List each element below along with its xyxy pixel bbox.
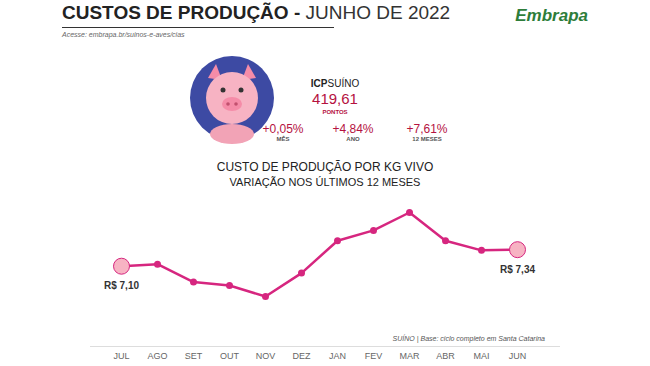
html-text:419,61: 419,61 — [312, 90, 358, 107]
html-text:MÊS: MÊS — [276, 136, 290, 142]
svg-text:AGO: AGO — [147, 351, 167, 361]
svg-text:R$ 7,10: R$ 7,10 — [104, 280, 139, 291]
svg-text:JAN: JAN — [329, 351, 346, 361]
html-text:VARIAÇÃO NOS ÚLTIMOS 12 MESES: VARIAÇÃO NOS ÚLTIMOS 12 MESES — [229, 176, 421, 188]
html-text:Acesse: embrapa.br/suinos-e-av: Acesse: embrapa.br/suinos-e-aves/cias — [62, 31, 185, 38]
html-text:12 MESES: 12 MESES — [412, 136, 442, 142]
svg-text:JUL: JUL — [113, 351, 129, 361]
svg-text:MAI: MAI — [473, 351, 489, 361]
svg-text:DEZ: DEZ — [293, 351, 312, 361]
html-text:ANO: ANO — [346, 136, 360, 142]
html-text:+7,61%: +7,61% — [406, 122, 448, 136]
html-text:+0,05%: +0,05% — [262, 122, 304, 136]
svg-text:SET: SET — [185, 351, 203, 361]
html-text:PONTOS: PONTOS — [322, 109, 348, 115]
html-text:CUSTO DE PRODUÇÃO POR KG VIVO: CUSTO DE PRODUÇÃO POR KG VIVO — [216, 160, 434, 174]
svg-text:NOV: NOV — [256, 351, 276, 361]
svg-text:R$ 7,34: R$ 7,34 — [500, 264, 535, 275]
svg-text:MAR: MAR — [400, 351, 421, 361]
html-text:Embrapa: Embrapa — [515, 6, 588, 25]
html-text:+4,84%: +4,84% — [332, 122, 374, 136]
svg-text:ABR: ABR — [436, 351, 455, 361]
svg-text:FEV: FEV — [365, 351, 383, 361]
svg-text:JUN: JUN — [509, 351, 527, 361]
html-text:CUSTOS DE PRODUÇÃO - JUNHO DE: CUSTOS DE PRODUÇÃO - JUNHO DE 2022 — [62, 2, 451, 23]
svg-text:OUT: OUT — [220, 351, 240, 361]
html-text:ICP SUÍNO: ICP SUÍNO — [310, 78, 360, 89]
html-text:SUÍNO | Base: ciclo completo e: SUÍNO | Base: ciclo completo em Santa Ca… — [392, 335, 545, 342]
